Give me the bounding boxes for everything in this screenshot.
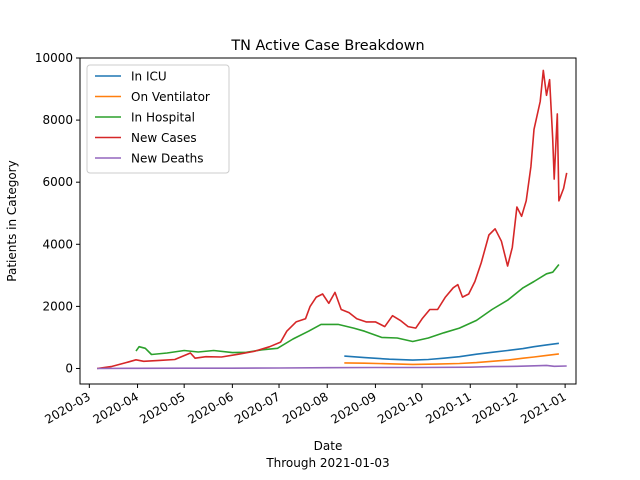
plot-frame bbox=[79, 57, 577, 385]
y-tick-label: 8000 bbox=[42, 113, 73, 127]
legend-label: In Hospital bbox=[131, 111, 195, 125]
series-line-on-ventilator bbox=[344, 353, 559, 366]
y-tick-label: 0 bbox=[65, 361, 73, 375]
plot-series bbox=[96, 69, 568, 370]
legend-label: In ICU bbox=[131, 70, 167, 84]
series-line-in-hospital bbox=[135, 263, 560, 356]
x-axis-label: Date bbox=[314, 439, 343, 453]
y-axis-label: Patients in Category bbox=[5, 160, 19, 281]
y-tick-label: 4000 bbox=[42, 237, 73, 251]
y-tick-label: 10000 bbox=[35, 51, 73, 65]
y-axis-ticks: 0 2000 4000 6000 8000 10000 bbox=[35, 51, 80, 375]
y-tick-label: 6000 bbox=[42, 175, 73, 189]
legend-label: New Cases bbox=[131, 131, 197, 145]
chart-title: TN Active Case Breakdown bbox=[230, 38, 424, 54]
legend-box bbox=[86, 64, 230, 174]
series-line-in-icu bbox=[344, 342, 560, 361]
series-line-new-cases bbox=[96, 69, 568, 370]
legend-label: On Ventilator bbox=[131, 90, 210, 104]
legend: In ICU On Ventilator In Hospital New Cases N… bbox=[86, 64, 230, 174]
y-tick-label: 2000 bbox=[42, 299, 73, 313]
series-line-new-deaths bbox=[97, 364, 567, 370]
legend-label: New Deaths bbox=[131, 152, 204, 166]
x-axis-sublabel: Through 2021-01-03 bbox=[265, 456, 389, 470]
